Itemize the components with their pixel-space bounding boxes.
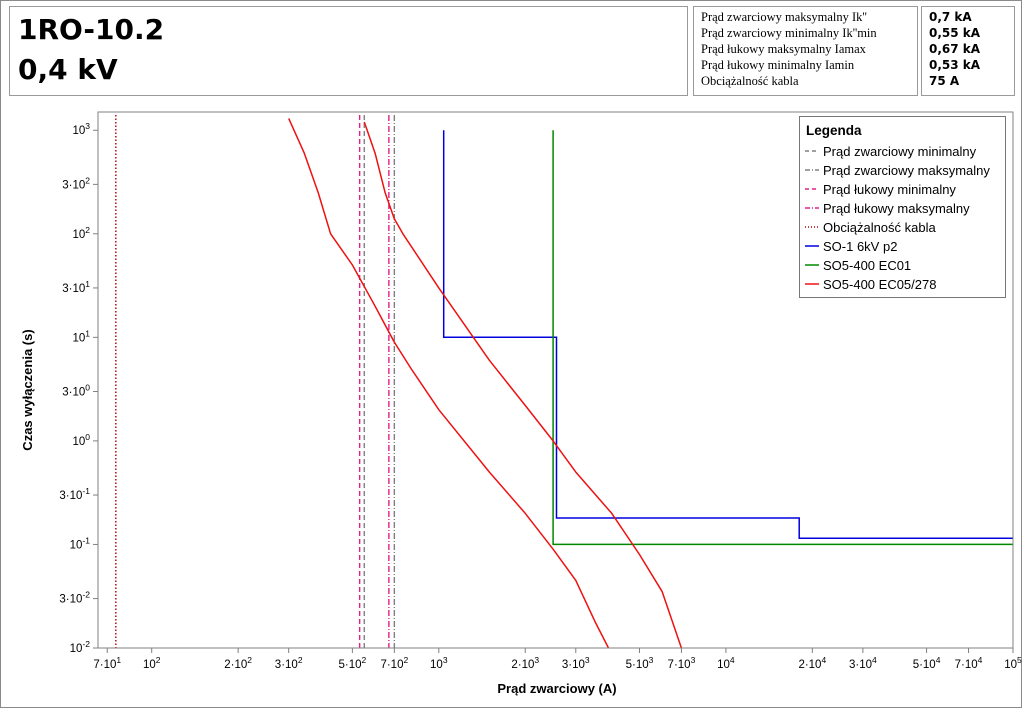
y-axis-label: Czas wyłączenia (s): [20, 329, 35, 450]
x-tick-label: 3·103: [562, 655, 590, 671]
y-tick-label: 10-2: [70, 639, 91, 655]
legend-swatch-so1: [805, 245, 819, 247]
legend-swatch-ia-min: [805, 188, 819, 190]
x-tick-label: 7·104: [955, 655, 983, 671]
legend-item-ik-max: Prąd zwarciowy maksymalny: [805, 162, 990, 178]
param-label-cable-capacity: Obciążalność kabla: [701, 74, 799, 88]
x-tick-label: 2·104: [798, 655, 826, 671]
legend-label-ia-max: Prąd łukowy maksymalny: [823, 200, 970, 216]
x-tick-label: 5·103: [626, 655, 654, 671]
param-label-ikmin: Prąd zwarciowy minimalny Ik''min: [701, 26, 877, 40]
reference-lines-layer: [115, 115, 396, 648]
values-panel: 0,7 kA 0,55 kA 0,67 kA 0,53 kA 75 A: [921, 6, 1015, 96]
x-tick-label: 5·102: [339, 655, 367, 671]
x-tick-label: 105: [1004, 655, 1022, 671]
series-so5-400-ec05-278-curve-1: [288, 118, 610, 649]
legend-item-ik-min: Prąd zwarciowy minimalny: [805, 143, 976, 159]
legend-label-ec05: SO5-400 EC05/278: [823, 276, 937, 292]
legend: Legenda Prąd zwarciowy minimalny Prąd zw…: [799, 116, 1006, 298]
param-value-iamin: 0,53 kA: [929, 58, 981, 72]
param-value-ikmin: 0,55 kA: [929, 26, 981, 40]
legend-item-ec05: SO5-400 EC05/278: [805, 276, 936, 292]
legend-label-cable: Obciążalność kabla: [823, 219, 936, 235]
y-tick-label: 102: [72, 225, 90, 241]
parameters-panel: Prąd zwarciowy maksymalny Ik'' Prąd zwar…: [693, 6, 918, 96]
x-tick-label: 2·103: [511, 655, 539, 671]
x-tick-label: 5·104: [913, 655, 941, 671]
legend-swatch-cable: [805, 226, 819, 228]
legend-swatch-ia-max: [805, 207, 819, 209]
x-tick-label: 7·103: [668, 655, 696, 671]
series-so5-400-ec01: [552, 130, 1013, 546]
y-tick-label: 100: [72, 432, 90, 448]
param-label-ikmax: Prąd zwarciowy maksymalny Ik'': [701, 10, 867, 24]
voltage-title: 0,4 kV: [18, 53, 118, 86]
y-tick-label: 3·10-2: [59, 590, 90, 606]
x-tick-label: 3·104: [849, 655, 877, 671]
y-tick-label: 10-1: [70, 535, 91, 551]
legend-item-so1: SO-1 6kV p2: [805, 238, 897, 254]
legend-swatch-ec01: [805, 264, 819, 266]
x-tick-label: 2·102: [224, 655, 252, 671]
legend-label-ik-max: Prąd zwarciowy maksymalny: [823, 162, 990, 178]
param-value-iamax: 0,67 kA: [929, 42, 981, 56]
x-tick-label: 102: [143, 655, 161, 671]
legend-item-cable: Obciążalność kabla: [805, 219, 936, 235]
title-panel: 1RO-10.2 0,4 kV: [9, 6, 688, 96]
y-tick-label: 103: [72, 121, 90, 137]
y-tick-label: 101: [72, 328, 90, 344]
legend-item-ia-max: Prąd łukowy maksymalny: [805, 200, 970, 216]
legend-swatch-ik-min: [805, 150, 819, 152]
legend-item-ia-min: Prąd łukowy minimalny: [805, 181, 956, 197]
legend-label-ia-min: Prąd łukowy minimalny: [823, 181, 956, 197]
plot-frame: [97, 111, 1014, 649]
legend-label-ec01: SO5-400 EC01: [823, 257, 912, 273]
x-tick-label: 3·102: [275, 655, 303, 671]
legend-label-so1: SO-1 6kV p2: [823, 238, 898, 254]
legend-title: Legenda: [806, 123, 862, 138]
x-tick-label: 7·102: [380, 655, 408, 671]
param-value-ikmax: 0,7 kA: [929, 10, 972, 24]
station-title: 1RO-10.2: [18, 13, 165, 46]
y-tick-label: 3·101: [62, 279, 90, 295]
y-tick-label: 3·102: [62, 175, 90, 191]
x-tick-label: 104: [717, 655, 735, 671]
legend-label-ik-min: Prąd zwarciowy minimalny: [823, 143, 977, 159]
y-tick-label: 3·10-1: [59, 486, 90, 502]
param-value-cable-capacity: 75 A: [929, 74, 960, 88]
x-tick-label: 7·101: [93, 655, 121, 671]
y-tick-label: 3·100: [62, 382, 90, 398]
x-axis-label: Prąd zwarciowy (A): [497, 681, 616, 696]
legend-swatch-ec05: [805, 283, 819, 285]
param-label-iamax: Prąd łukowy maksymalny Iamax: [701, 42, 866, 56]
param-label-iamin: Prąd łukowy minimalny Iamin: [701, 58, 855, 72]
x-tick-label: 103: [430, 655, 448, 671]
series-layer: [288, 118, 1013, 649]
series-so1-6kv-p2: [442, 130, 1013, 539]
legend-swatch-ik-max: [805, 169, 819, 171]
legend-item-ec01: SO5-400 EC01: [805, 257, 911, 273]
series-so5-400-ec05-278-curve-2: [363, 121, 683, 649]
